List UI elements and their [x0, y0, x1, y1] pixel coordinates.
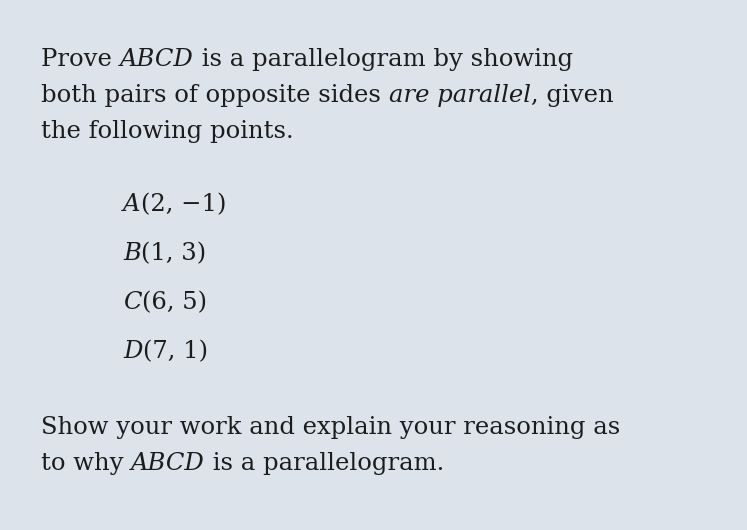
Text: ABCD: ABCD [120, 48, 193, 70]
Text: ABCD: ABCD [131, 452, 205, 475]
Text: both pairs of opposite sides: both pairs of opposite sides [41, 84, 388, 107]
Text: , given: , given [530, 84, 613, 107]
Text: (7, 1): (7, 1) [143, 340, 208, 363]
Text: B: B [123, 242, 141, 265]
Text: C: C [123, 291, 142, 314]
Text: Show your work and explain your reasoning as: Show your work and explain your reasonin… [41, 416, 620, 439]
Text: the following points.: the following points. [41, 120, 294, 143]
Text: D: D [123, 340, 143, 363]
Text: is a parallelogram.: is a parallelogram. [205, 452, 444, 475]
Text: A: A [123, 193, 140, 216]
Text: (6, 5): (6, 5) [142, 291, 207, 314]
Text: (1, 3): (1, 3) [141, 242, 206, 265]
Text: Prove: Prove [41, 48, 120, 70]
Text: are parallel: are parallel [388, 84, 530, 107]
Text: to why: to why [41, 452, 131, 475]
Text: (2, −1): (2, −1) [140, 193, 226, 216]
Text: is a parallelogram by showing: is a parallelogram by showing [193, 48, 573, 70]
